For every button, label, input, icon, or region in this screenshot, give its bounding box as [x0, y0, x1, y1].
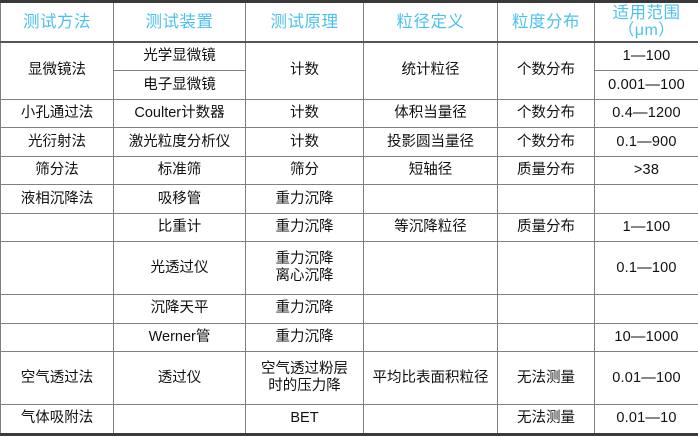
cell-range	[594, 184, 698, 214]
cell-method	[0, 241, 114, 296]
column-header-definition: 粒径定义	[363, 0, 498, 43]
cell-range: 1—100	[594, 41, 698, 72]
table-row: 光衍射法 激光粒度分析仪 计数 投影圆当量径 个数分布 0.1—900	[0, 127, 698, 157]
cell-device: 光透过仪	[113, 241, 246, 296]
cell-definition	[363, 241, 498, 296]
cell-range: 0.01—10	[594, 403, 698, 436]
cell-range: 0.001—100	[594, 70, 698, 100]
cell-distribution: 质量分布	[497, 155, 595, 186]
cell-definition	[363, 322, 498, 353]
table-row: 液相沉降法 吸移管 重力沉降	[0, 184, 698, 214]
cell-range: 1—100	[594, 212, 698, 243]
cell-range: 0.1—100	[594, 241, 698, 296]
cell-device: 电子显微镜	[113, 70, 246, 100]
cell-method	[0, 322, 114, 353]
column-header-principle: 测试原理	[245, 0, 364, 43]
cell-principle: 重力沉降	[245, 322, 364, 353]
cell-device: 光学显微镜	[113, 41, 246, 72]
cell-range: 10—1000	[594, 322, 698, 353]
cell-distribution: 个数分布	[497, 127, 595, 157]
cell-device: 标准筛	[113, 155, 246, 186]
cell-method: 液相沉降法	[0, 184, 114, 214]
cell-device: Coulter计数器	[113, 98, 246, 129]
table-row: 电子显微镜 0.001—100	[1, 70, 698, 100]
cell-distribution	[497, 184, 595, 214]
cell-device: 激光粒度分析仪	[113, 127, 246, 157]
cell-definition: 平均比表面积粒径	[363, 351, 498, 405]
cell-distribution: 无法测量	[497, 351, 595, 405]
cell-definition	[363, 184, 498, 214]
column-header-distribution: 粒度分布	[497, 0, 595, 43]
column-header-method: 测试方法	[0, 0, 114, 43]
cell-principle: 计数	[245, 41, 364, 100]
cell-principle: BET	[245, 403, 364, 436]
cell-device: 比重计	[113, 212, 246, 243]
cell-definition: 体积当量径	[363, 98, 498, 129]
cell-device: 透过仪	[113, 351, 246, 405]
cell-distribution: 质量分布	[497, 212, 595, 243]
cell-distribution	[497, 322, 595, 353]
cell-distribution	[497, 294, 595, 324]
cell-range: 0.1—900	[594, 127, 698, 157]
cell-principle: 重力沉降	[245, 294, 364, 324]
column-header-range-unit: （μm）	[618, 22, 675, 40]
cell-device: Werner管	[113, 322, 246, 353]
cell-distribution	[497, 241, 595, 296]
table-row: 沉降天平 重力沉降	[0, 294, 698, 324]
cell-principle: 空气透过粉层 时的压力降	[245, 351, 364, 405]
cell-method: 光衍射法	[0, 127, 114, 157]
cell-method: 气体吸附法	[0, 403, 114, 436]
column-header-device: 测试装置	[113, 0, 246, 43]
table-header-row: 测试方法 测试装置 测试原理 粒径定义 粒度分布 适用范围 （μm）	[0, 0, 698, 43]
cell-definition: 统计粒径	[363, 41, 498, 100]
table-row: 光透过仪 重力沉降 离心沉降 0.1—100	[0, 241, 698, 296]
cell-range: >38	[594, 155, 698, 186]
column-header-range-label: 适用范围	[612, 4, 681, 22]
cell-definition: 短轴径	[363, 155, 498, 186]
cell-range: 0.4—1200	[594, 98, 698, 129]
table-row: 筛分法 标准筛 筛分 短轴径 质量分布 >38	[0, 155, 698, 186]
cell-principle: 重力沉降 离心沉降	[245, 241, 364, 296]
cell-definition: 投影圆当量径	[363, 127, 498, 157]
cell-range	[594, 294, 698, 324]
table-row: Werner管 重力沉降 10—1000	[0, 322, 698, 353]
cell-device	[113, 403, 246, 436]
table-row: 空气透过法 透过仪 空气透过粉层 时的压力降 平均比表面积粒径 无法测量 0.0…	[0, 351, 698, 405]
cell-principle: 计数	[245, 98, 364, 129]
cell-principle: 计数	[245, 127, 364, 157]
cell-definition	[363, 403, 498, 436]
cell-principle-line-1: 空气透过粉层	[261, 360, 348, 377]
cell-distribution: 个数分布	[497, 41, 595, 100]
cell-principle-line-2: 离心沉降	[275, 268, 334, 285]
cell-principle-line-1: 重力沉降	[275, 251, 334, 268]
cell-principle-line-2: 时的压力降	[268, 378, 341, 395]
cell-distribution: 无法测量	[497, 403, 595, 436]
cell-method: 显微镜法	[0, 41, 114, 100]
cell-definition	[363, 294, 498, 324]
cell-method	[0, 212, 114, 243]
cell-method	[0, 294, 114, 324]
cell-principle: 重力沉降	[245, 184, 364, 214]
cell-range: 0.01—100	[594, 351, 698, 405]
table-row: 显微镜法 光学显微镜 计数 统计粒径 个数分布 1—100	[0, 41, 698, 100]
cell-device: 吸移管	[113, 184, 246, 214]
cell-principle: 重力沉降	[245, 212, 364, 243]
table-row: 小孔通过法 Coulter计数器 计数 体积当量径 个数分布 0.4—1200	[0, 98, 698, 129]
cell-definition: 等沉降粒径	[363, 212, 498, 243]
table-row: 气体吸附法 BET 无法测量 0.01—10	[0, 403, 698, 436]
table-row: 比重计 重力沉降 等沉降粒径 质量分布 1—100	[0, 212, 698, 243]
column-header-range: 适用范围 （μm）	[594, 0, 698, 43]
cell-method: 筛分法	[0, 155, 114, 186]
cell-method: 空气透过法	[0, 351, 114, 405]
cell-principle: 筛分	[245, 155, 364, 186]
cell-distribution: 个数分布	[497, 98, 595, 129]
cell-method: 小孔通过法	[0, 98, 114, 129]
cell-device: 沉降天平	[113, 294, 246, 324]
